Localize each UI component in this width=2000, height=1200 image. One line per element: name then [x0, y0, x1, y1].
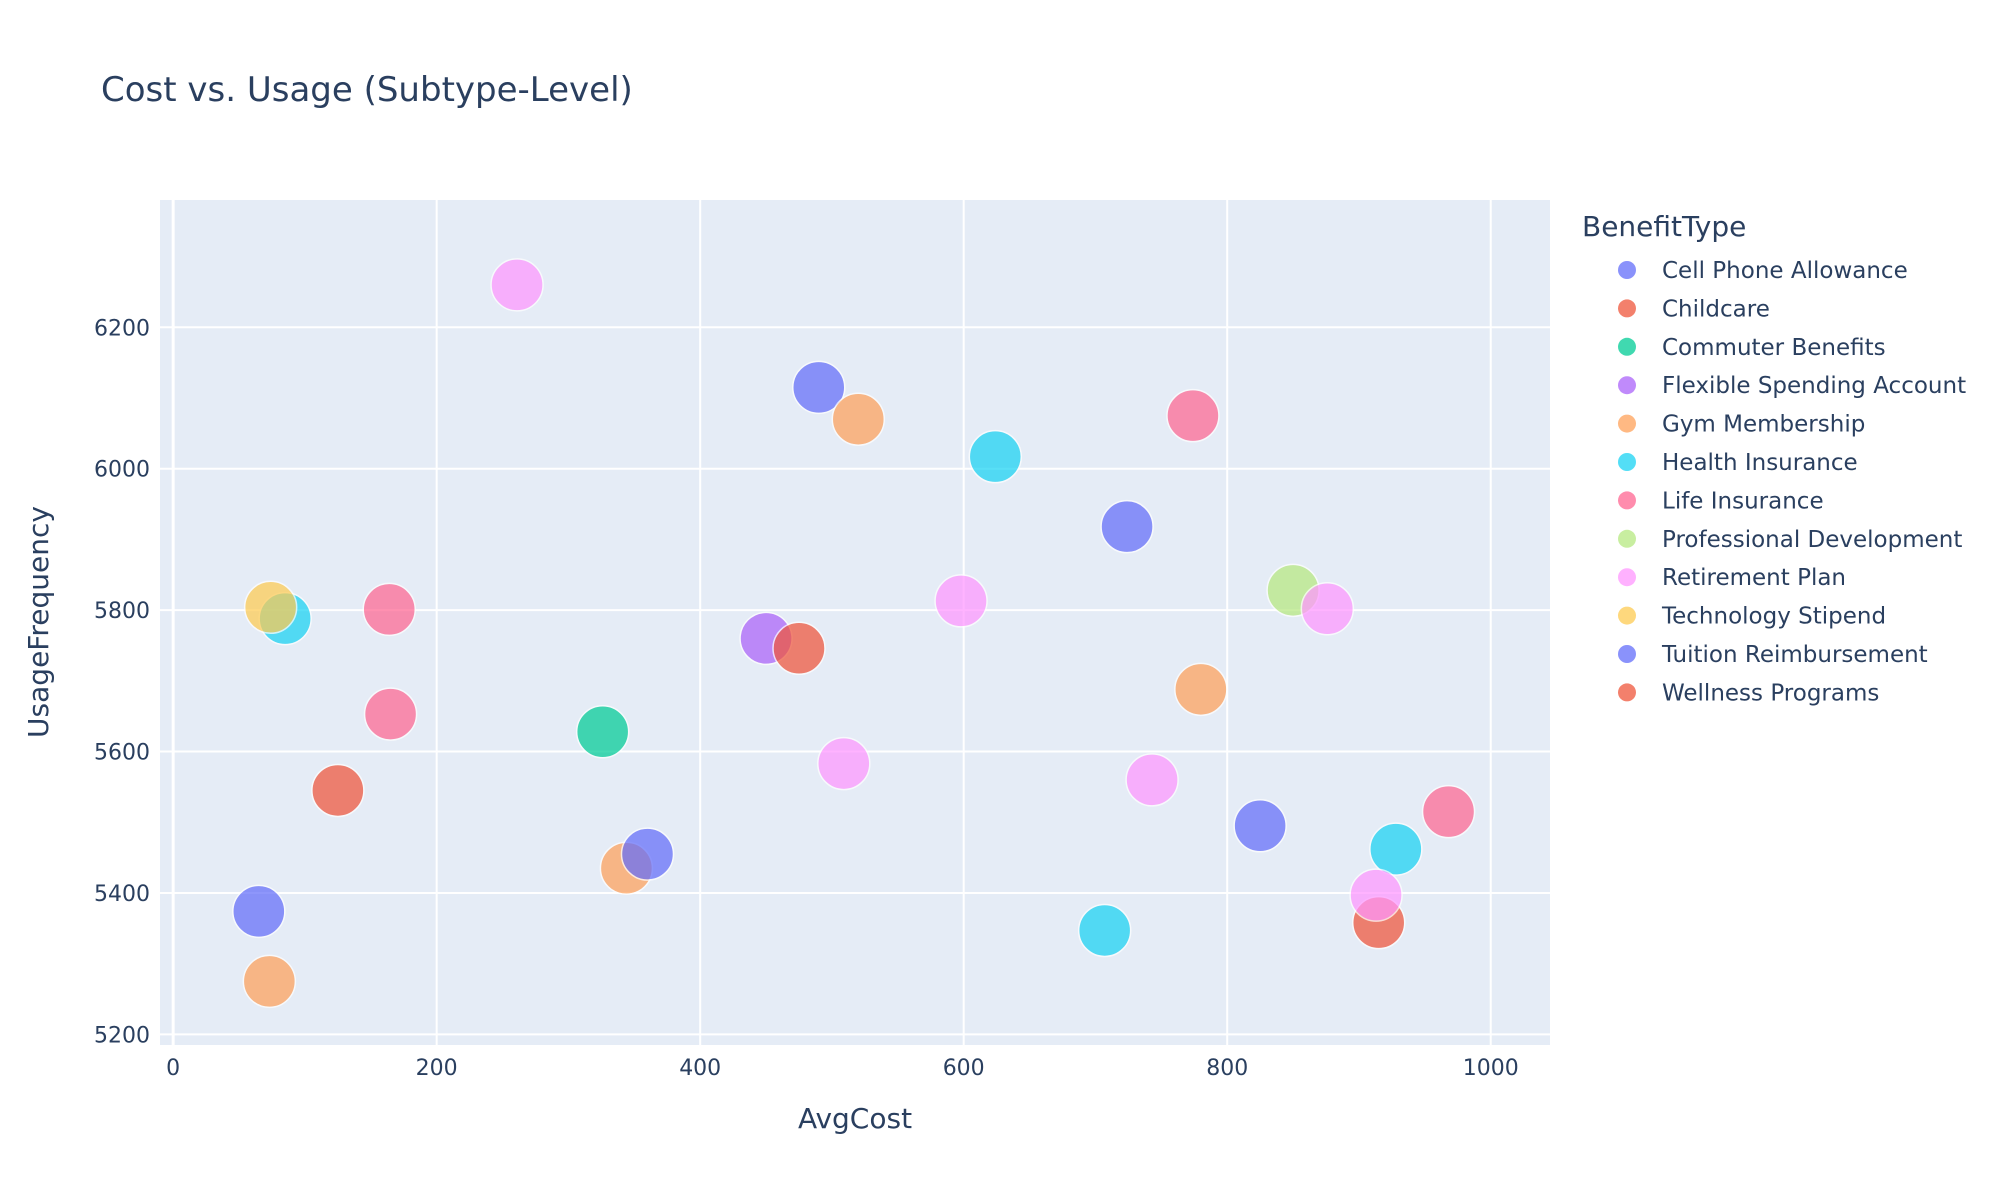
legend-label: Commuter Benefits [1662, 335, 1886, 361]
data-point [1174, 662, 1228, 717]
x-axis-ticks: 0 200 400 600 800 1000 [166, 1056, 1519, 1081]
legend-title: BenefitType [1582, 210, 1746, 243]
data-point [362, 582, 417, 637]
data-point [792, 360, 846, 415]
legend-marker [1618, 606, 1636, 625]
data-points [232, 258, 1476, 1009]
data-point [1369, 822, 1423, 876]
data-point [242, 954, 297, 1009]
plot-area [160, 200, 1550, 1045]
legend-label: Wellness Programs [1662, 680, 1879, 706]
legend-label: Cell Phone Allowance [1662, 258, 1908, 284]
legend-label: Tuition Reimbursement [1661, 642, 1928, 668]
legend: BenefitType Cell Phone Allowance Childcar… [1582, 210, 1966, 706]
chart-title: Cost vs. Usage (Subtype-Level) [101, 70, 633, 110]
legend-marker [1618, 414, 1636, 433]
legend-marker [1618, 299, 1636, 318]
data-point [363, 687, 418, 741]
legend-label: Professional Development [1662, 527, 1962, 553]
data-point [1077, 903, 1132, 958]
legend-label: Life Insurance [1662, 488, 1824, 514]
y-tick-label: 5400 [94, 882, 150, 907]
data-point [1166, 388, 1220, 443]
y-tick-label: 6000 [94, 458, 150, 483]
x-gridlines [171, 200, 1492, 1045]
legend-marker [1618, 337, 1636, 356]
y-tick-label: 5600 [94, 741, 150, 766]
legend-marker [1618, 261, 1636, 279]
legend-marker [1618, 568, 1636, 587]
x-axis-title: AvgCost [798, 1102, 912, 1135]
data-point [243, 580, 298, 635]
legend-marker [1618, 491, 1636, 510]
data-point [311, 763, 365, 818]
legend-label: Health Insurance [1662, 450, 1858, 476]
legend-label: Gym Membership [1662, 412, 1865, 438]
y-axis-ticks: 5200 5400 5600 5800 6000 6200 [94, 316, 150, 1048]
legend-marker [1618, 453, 1636, 471]
data-point [1125, 753, 1179, 807]
legend-marker [1618, 645, 1636, 663]
legend-label: Flexible Spending Account [1662, 373, 1966, 399]
x-tick-label: 600 [943, 1056, 985, 1081]
data-point [772, 621, 826, 676]
y-tick-label: 6200 [94, 316, 150, 341]
data-point [968, 429, 1023, 484]
y-tick-label: 5800 [94, 599, 150, 624]
y-axis-title: UsageFrequency [22, 506, 55, 738]
data-point [934, 574, 988, 628]
data-point [831, 392, 886, 446]
data-point [620, 827, 675, 881]
x-tick-label: 800 [1206, 1056, 1248, 1081]
x-tick-label: 200 [416, 1056, 458, 1081]
data-point [232, 884, 286, 939]
legend-label: Childcare [1662, 296, 1770, 322]
legend-marker [1618, 529, 1636, 548]
data-point [1100, 499, 1154, 554]
data-point [1233, 799, 1287, 853]
x-tick-label: 0 [166, 1056, 180, 1081]
x-tick-label: 400 [679, 1056, 721, 1081]
data-point [1349, 868, 1403, 922]
y-tick-label: 5200 [94, 1023, 150, 1048]
data-point [575, 704, 630, 759]
x-tick-label: 1000 [1463, 1056, 1519, 1081]
legend-marker [1618, 683, 1636, 702]
legend-marker [1618, 376, 1636, 395]
data-point [1421, 784, 1476, 839]
legend-label: Retirement Plan [1662, 565, 1846, 591]
legend-label: Technology Stipend [1661, 604, 1886, 630]
data-point [1300, 581, 1355, 636]
data-point [490, 258, 544, 312]
data-point [817, 736, 871, 791]
